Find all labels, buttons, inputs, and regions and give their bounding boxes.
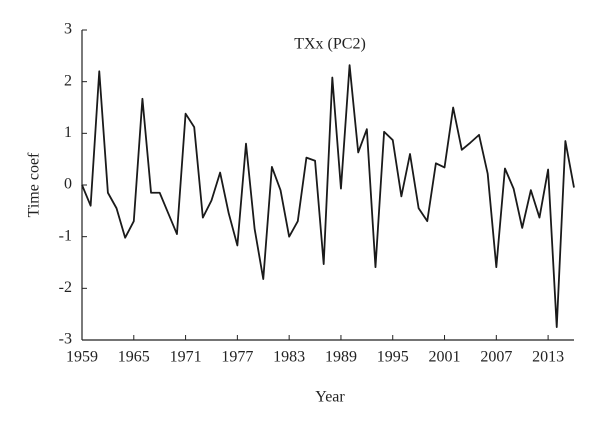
x-tick-label: 2001 xyxy=(429,349,461,366)
y-tick-label: -2 xyxy=(59,279,72,296)
x-axis-label: Year xyxy=(315,389,345,406)
y-tick-label: 1 xyxy=(64,124,72,141)
x-tick-label: 1983 xyxy=(273,349,305,366)
x-tick-label: 1977 xyxy=(221,349,253,366)
x-tick-label: 2007 xyxy=(480,349,512,366)
y-tick-label: 2 xyxy=(64,72,72,89)
y-tick-label: 3 xyxy=(64,21,72,38)
x-tick-label: 1995 xyxy=(377,349,409,366)
y-tick-label: -1 xyxy=(59,227,72,244)
x-tick-label: 1971 xyxy=(170,349,202,366)
x-tick-label: 1959 xyxy=(66,349,98,366)
y-tick-label: -3 xyxy=(59,331,72,348)
chart-title: TXx (PC2) xyxy=(294,36,366,53)
x-tick-label: 1989 xyxy=(325,349,357,366)
data-line xyxy=(81,64,575,328)
x-tick-label: 2013 xyxy=(532,349,564,366)
x-tick-label: 1965 xyxy=(118,349,150,366)
y-axis-label: Time coef xyxy=(26,152,43,217)
y-tick-label: 0 xyxy=(64,176,72,193)
